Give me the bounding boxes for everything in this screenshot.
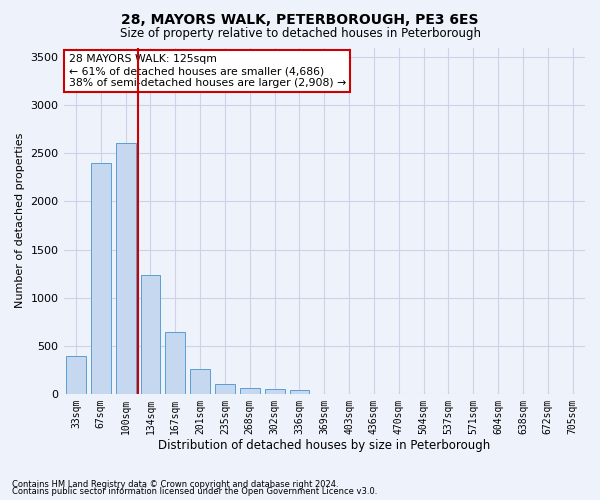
X-axis label: Distribution of detached houses by size in Peterborough: Distribution of detached houses by size … [158, 440, 490, 452]
Y-axis label: Number of detached properties: Number of detached properties [15, 133, 25, 308]
Bar [290, 390, 310, 394]
Text: 28 MAYORS WALK: 125sqm
← 61% of detached houses are smaller (4,686)
38% of semi-: 28 MAYORS WALK: 125sqm ← 61% of detached… [69, 54, 346, 88]
Bar [140, 274, 160, 394]
Bar [166, 332, 185, 394]
Bar [190, 369, 210, 394]
Bar [215, 384, 235, 394]
Bar [91, 163, 111, 394]
Bar [240, 388, 260, 394]
Bar [265, 388, 284, 394]
Bar [116, 142, 136, 394]
Bar [66, 356, 86, 394]
Text: Contains public sector information licensed under the Open Government Licence v3: Contains public sector information licen… [12, 487, 377, 496]
Text: Size of property relative to detached houses in Peterborough: Size of property relative to detached ho… [119, 28, 481, 40]
Text: Contains HM Land Registry data © Crown copyright and database right 2024.: Contains HM Land Registry data © Crown c… [12, 480, 338, 489]
Text: 28, MAYORS WALK, PETERBOROUGH, PE3 6ES: 28, MAYORS WALK, PETERBOROUGH, PE3 6ES [121, 12, 479, 26]
